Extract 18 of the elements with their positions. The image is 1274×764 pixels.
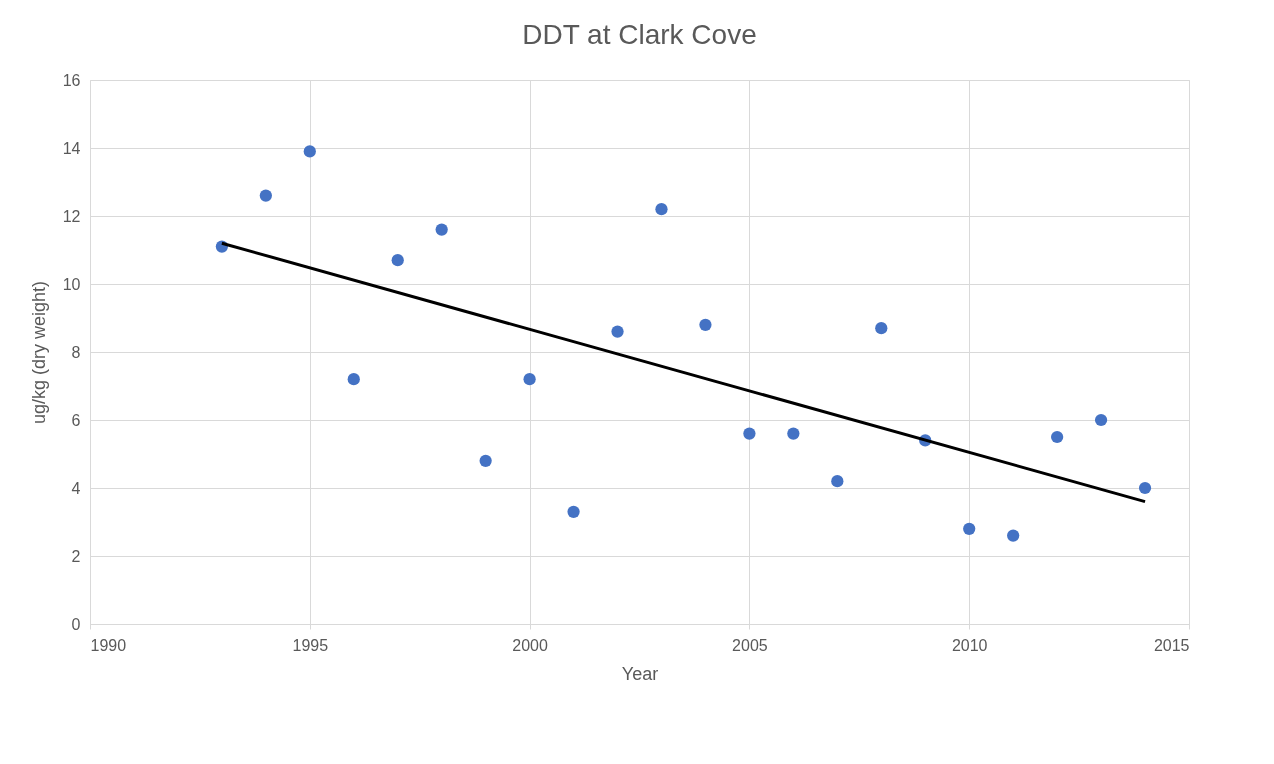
y-tick-label: 14 bbox=[62, 139, 81, 157]
y-tick-label: 0 bbox=[71, 615, 81, 633]
y-axis-title: ug/kg (dry weight) bbox=[28, 280, 49, 425]
chart-title: DDT at Clark Cove bbox=[522, 19, 757, 50]
x-axis-title: Year bbox=[621, 663, 659, 684]
y-tick-label: 2 bbox=[71, 547, 81, 565]
x-tick-label: 1990 bbox=[90, 636, 127, 654]
y-tick-label: 6 bbox=[71, 411, 81, 429]
y-tick-label: 10 bbox=[62, 275, 81, 293]
x-tick-label: 2010 bbox=[951, 636, 988, 654]
y-tick-label: 12 bbox=[62, 207, 81, 225]
x-tick-label: 1995 bbox=[292, 636, 329, 654]
x-tick-label: 2000 bbox=[512, 636, 548, 654]
y-tick-label: 16 bbox=[62, 71, 81, 89]
x-tick-label: 2015 bbox=[1153, 636, 1190, 654]
y-tick-label: 8 bbox=[71, 343, 81, 361]
x-tick-label: 2005 bbox=[732, 636, 768, 654]
y-tick-label: 4 bbox=[71, 479, 81, 497]
